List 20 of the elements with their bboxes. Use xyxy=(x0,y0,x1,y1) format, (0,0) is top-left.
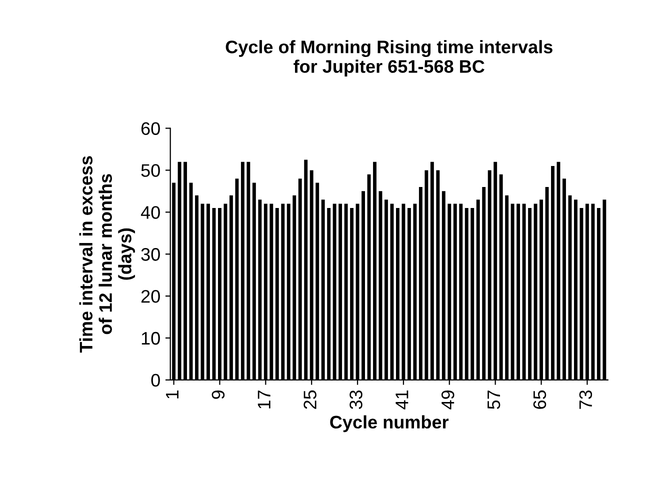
y-axis-title: Time interval in excess of 12 lunar months (days) xyxy=(79,156,135,353)
chart-title: Cycle of Morning Rising time intervals for Jupiter 651-568 BC xyxy=(226,40,552,76)
x-tick-label: 1 xyxy=(166,390,178,398)
y-tick-label: 0 xyxy=(151,374,160,387)
x-tick-label: 49 xyxy=(441,390,454,410)
x-tick-label: 17 xyxy=(258,390,270,408)
x-tick-label: 33 xyxy=(350,390,362,410)
y-tick-label: 10 xyxy=(142,332,160,345)
y-tick-label: 40 xyxy=(140,206,160,219)
x-tick-label: 9 xyxy=(212,390,225,399)
x-tick-label: 65 xyxy=(533,390,546,409)
x-axis-title: Cycle number xyxy=(330,415,449,432)
x-tick-label: 73 xyxy=(579,390,592,409)
x-tick-label: 25 xyxy=(304,390,316,409)
y-tick-label: 60 xyxy=(141,122,160,135)
y-tick-label: 20 xyxy=(141,290,160,303)
y-tick-label: 30 xyxy=(141,248,160,261)
x-tick-label: 41 xyxy=(396,390,408,410)
y-tick-label: 50 xyxy=(141,164,160,177)
x-tick-label: 57 xyxy=(488,390,500,410)
